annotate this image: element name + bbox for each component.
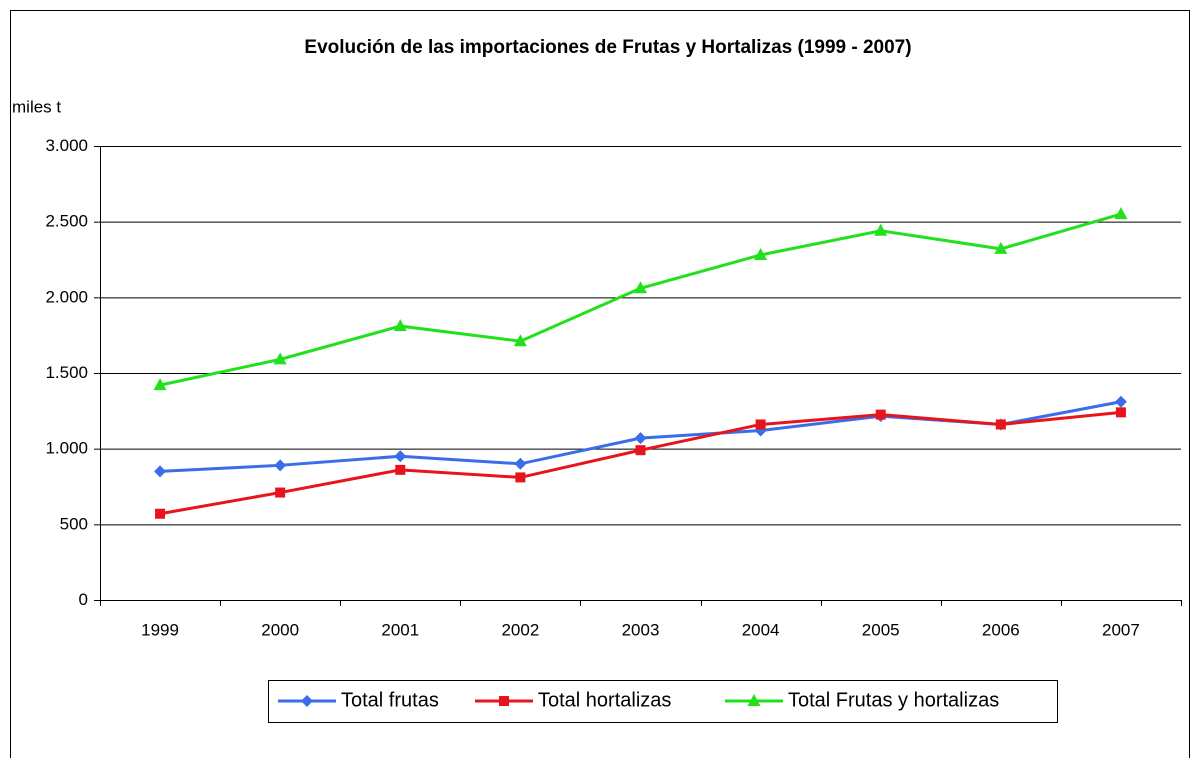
x-tick-label: 2006 (982, 620, 1020, 639)
data-point (1114, 395, 1127, 408)
data-point (754, 247, 768, 260)
data-point (155, 508, 166, 519)
legend-label: Total frutas (341, 689, 439, 711)
y-axis-label: miles t (12, 97, 61, 116)
y-tick-label: 0 (79, 590, 88, 609)
legend-marker (499, 696, 509, 706)
y-tick-label: 1.500 (45, 363, 88, 382)
data-point (513, 334, 527, 347)
legend-marker (301, 695, 313, 707)
data-point (1115, 407, 1126, 418)
data-point (635, 445, 646, 456)
y-tick-label: 3.000 (45, 136, 88, 155)
y-tick-label: 500 (60, 514, 88, 533)
data-point (994, 241, 1008, 254)
data-point (153, 378, 167, 391)
data-point (995, 419, 1006, 430)
chart-frame (10, 10, 1190, 758)
x-tick-label: 1999 (141, 620, 179, 639)
legend-marker (747, 694, 761, 706)
legend-label: Total Frutas y hortalizas (788, 689, 999, 711)
data-point (394, 450, 407, 463)
data-point (515, 472, 526, 483)
legend-box (268, 680, 1058, 723)
data-point (154, 465, 167, 478)
data-point (273, 352, 287, 365)
data-point (275, 487, 286, 498)
y-tick-label: 1.000 (45, 439, 88, 458)
x-tick-label: 2007 (1102, 620, 1140, 639)
y-tick-label: 2.500 (45, 212, 88, 231)
data-point (274, 459, 287, 472)
legend-label: Total hortalizas (538, 689, 671, 711)
chart-title: Evolución de las importaciones de Frutas… (304, 37, 911, 58)
data-point (634, 432, 647, 445)
data-point (514, 457, 527, 470)
x-tick-label: 2003 (622, 620, 660, 639)
data-point (395, 464, 406, 475)
x-tick-label: 2005 (862, 620, 900, 639)
data-point (634, 281, 647, 294)
data-point (874, 223, 888, 236)
x-tick-label: 2001 (381, 620, 419, 639)
x-tick-label: 2000 (261, 620, 299, 639)
data-point (875, 409, 886, 420)
data-point (1114, 207, 1128, 220)
data-point (755, 419, 766, 430)
data-point (393, 319, 407, 332)
y-tick-label: 2.000 (45, 287, 88, 306)
x-tick-label: 2002 (501, 620, 539, 639)
x-tick-label: 2004 (742, 620, 780, 639)
